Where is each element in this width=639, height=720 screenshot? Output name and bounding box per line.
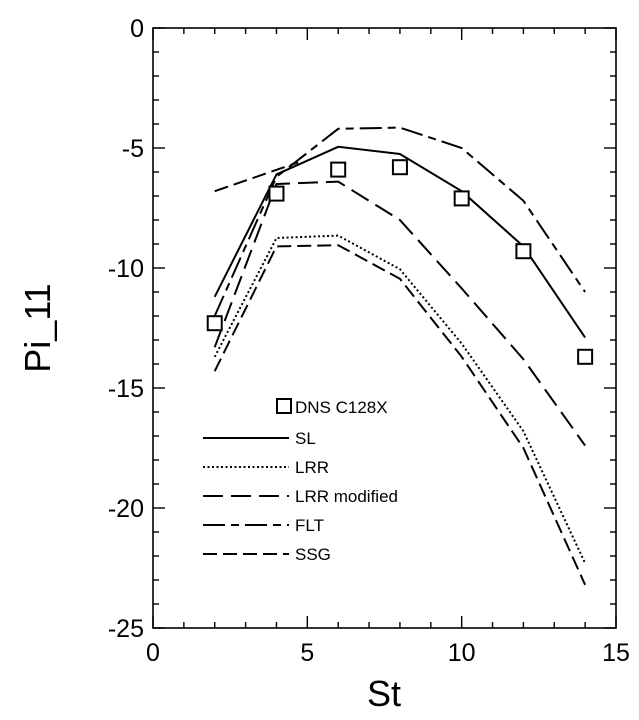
marker-layer <box>206 159 594 365</box>
series-line-sl <box>213 145 586 339</box>
axis-ticks <box>152 27 617 629</box>
x-tick-label: 10 <box>448 639 476 667</box>
y-tick-label: -5 <box>122 135 144 163</box>
x-tick-label: 5 <box>300 639 314 667</box>
plot-frame <box>152 27 617 629</box>
y-axis-title: Pi_11 <box>17 283 58 372</box>
legend-label: LRR <box>295 458 329 477</box>
y-tick-label: -25 <box>108 615 144 643</box>
y-tick-label: 0 <box>130 15 144 43</box>
dns-data-point <box>515 243 532 260</box>
series-line-unnamed <box>214 161 299 193</box>
tick-labels: 0 5 10 15 0 -5 -10 -15 -20 -25 <box>108 15 630 667</box>
x-tick-label: 0 <box>146 639 160 667</box>
dns-data-point <box>268 185 285 202</box>
legend-label: FLT <box>295 516 324 535</box>
dns-data-point <box>330 161 347 178</box>
dns-data-point <box>206 315 223 332</box>
legend-label: LRR modified <box>295 487 398 506</box>
dns-data-point <box>453 190 470 207</box>
series-line-lrr-modified <box>213 180 586 447</box>
legend-marker-dns <box>276 398 292 414</box>
legend: DNS C128X SL LRR LRR modified FLT SSG <box>203 398 398 564</box>
x-tick-label: 15 <box>602 639 630 667</box>
legend-label: SL <box>295 429 316 448</box>
legend-label: DNS C128X <box>295 398 388 417</box>
x-axis-title: St <box>367 673 401 714</box>
y-tick-label: -15 <box>108 375 144 403</box>
dns-data-point <box>391 159 408 176</box>
series-line-ssg <box>213 244 587 586</box>
y-tick-label: -10 <box>108 255 144 283</box>
series-line-lrr <box>213 234 587 564</box>
dns-data-point <box>577 348 594 365</box>
series-line-flt <box>213 126 586 317</box>
y-tick-label: -20 <box>108 495 144 523</box>
legend-label: SSG <box>295 545 331 564</box>
